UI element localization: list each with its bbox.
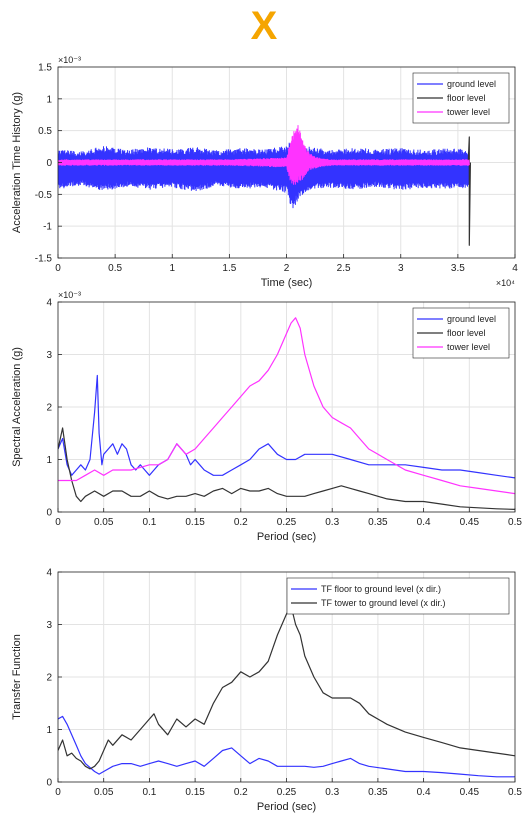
transfer-function-chart: 0 0.05 0.1 0.15 0.2 0.25 0.3 0.35 0.4 0.45 0.5 0 1 2 3… bbox=[11, 568, 522, 814]
y-tick-label: 2 bbox=[46, 403, 52, 414]
x-tick-label: 0.4 bbox=[417, 787, 431, 798]
x-tick-label: 0.05 bbox=[94, 517, 114, 528]
x-tick-label: 0.05 bbox=[94, 787, 114, 798]
x-tick-label: 0.35 bbox=[368, 787, 388, 798]
x-tick-label: 0.5 bbox=[508, 517, 522, 528]
x-tick-label: 3 bbox=[398, 263, 404, 274]
x-tick-label: 0.15 bbox=[185, 787, 205, 798]
x-axis-label: Time (sec) bbox=[261, 277, 313, 289]
x-tick-label: 1.5 bbox=[222, 263, 236, 274]
acceleration-time-history-chart: 0 0.5 1 1.5 2 2.5 3 3.5 4 -1.5 -1 -0.5 0 0.5 1 1.5 ×10⁻³… bbox=[11, 55, 518, 289]
figure-title: X bbox=[250, 4, 278, 48]
series-group bbox=[58, 605, 515, 778]
legend-label: tower level bbox=[447, 107, 490, 117]
legend-label: TF floor to ground level (x dir.) bbox=[321, 584, 441, 594]
legend-label: ground level bbox=[447, 314, 496, 324]
x-tick-label: 0.2 bbox=[234, 787, 248, 798]
x-tick-label: 0.2 bbox=[234, 517, 248, 528]
x-tick-label: 0.15 bbox=[185, 517, 205, 528]
y-tick-label: 0 bbox=[46, 778, 52, 789]
x-axis-label: Period (sec) bbox=[257, 531, 316, 543]
x-tick-label: 0 bbox=[55, 263, 61, 274]
y-tick-label: 0 bbox=[46, 158, 52, 169]
y-exponent-label: ×10⁻³ bbox=[58, 290, 81, 300]
series-line-tower-level bbox=[58, 317, 515, 495]
y-tick-label: 4 bbox=[46, 568, 52, 579]
x-tick-label: 0.1 bbox=[142, 517, 156, 528]
x-tick-label: 0.1 bbox=[142, 787, 156, 798]
series-line-floor-level bbox=[58, 427, 515, 510]
x-tick-label: 0.35 bbox=[368, 517, 388, 528]
x-tick-label: 0 bbox=[55, 517, 61, 528]
legend-label: tower level bbox=[447, 342, 490, 352]
y-axis-label: Transfer Function bbox=[11, 634, 23, 720]
y-tick-label: 3 bbox=[46, 350, 52, 361]
x-tick-label: 0.3 bbox=[325, 787, 339, 798]
legend-label: floor level bbox=[447, 328, 486, 338]
x-tick-label: 4 bbox=[512, 263, 518, 274]
y-tick-label: -0.5 bbox=[35, 190, 53, 201]
x-tick-label: 0.3 bbox=[325, 517, 339, 528]
series-group bbox=[58, 125, 471, 246]
x-tick-label: 0.5 bbox=[108, 263, 122, 274]
y-tick-label: 0.5 bbox=[38, 126, 52, 137]
series-line-tf-floor-to-ground-level-x-dir- bbox=[58, 715, 515, 778]
x-tick-label: 2 bbox=[284, 263, 290, 274]
y-tick-label: 4 bbox=[46, 298, 52, 309]
y-tick-label: 1.5 bbox=[38, 63, 52, 74]
x-axis-label: Period (sec) bbox=[257, 801, 316, 813]
y-tick-label: -1.5 bbox=[35, 254, 53, 265]
legend-box bbox=[286, 577, 510, 615]
x-tick-label: 1 bbox=[169, 263, 175, 274]
y-tick-label: 0 bbox=[46, 508, 52, 519]
x-tick-label: 2.5 bbox=[337, 263, 351, 274]
y-tick-label: 1 bbox=[46, 725, 52, 736]
legend-label: ground level bbox=[447, 79, 496, 89]
series-group bbox=[58, 317, 515, 510]
y-tick-label: 3 bbox=[46, 620, 52, 631]
x-tick-label: 0.45 bbox=[460, 787, 480, 798]
y-tick-label: -1 bbox=[43, 222, 52, 233]
series-line-tower-level bbox=[58, 125, 470, 185]
series-line-tf-tower-to-ground-level-x-dir- bbox=[58, 605, 515, 770]
x-tick-label: 0.5 bbox=[508, 787, 522, 798]
x-tick-label: 0 bbox=[55, 787, 61, 798]
legend-label: TF tower to ground level (x dir.) bbox=[321, 598, 446, 608]
y-tick-label: 1 bbox=[46, 455, 52, 466]
x-tick-label: 0.45 bbox=[460, 517, 480, 528]
x-tick-label: 3.5 bbox=[451, 263, 465, 274]
x-tick-label: 0.4 bbox=[417, 517, 431, 528]
y-axis-label: Spectral Acceleration (g) bbox=[11, 347, 23, 467]
y-tick-label: 2 bbox=[46, 673, 52, 684]
x-tick-label: 0.25 bbox=[277, 517, 297, 528]
y-axis-label: Acceleration Time History (g) bbox=[11, 92, 23, 233]
x-exponent-label: ×10⁴ bbox=[496, 278, 515, 288]
y-tick-label: 1 bbox=[46, 94, 52, 105]
spectral-acceleration-chart: 0 0.05 0.1 0.15 0.2 0.25 0.3 0.35 0.4 0.45 0.5 0 1 2 3… bbox=[11, 290, 522, 543]
x-tick-label: 0.25 bbox=[277, 787, 297, 798]
y-exponent-label: ×10⁻³ bbox=[58, 55, 81, 65]
legend-label: floor level bbox=[447, 93, 486, 103]
